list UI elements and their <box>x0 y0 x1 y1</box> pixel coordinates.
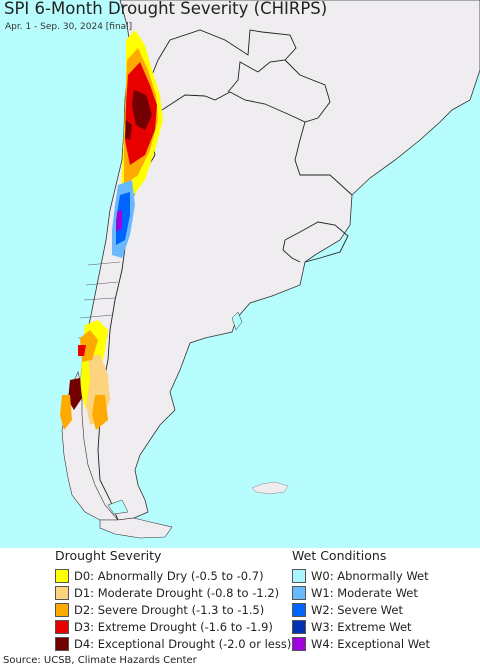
legend-label-w3: W3: Extreme Wet <box>311 620 412 635</box>
legend-item-d3: D3: Extreme Drought (-1.6 to -1.9) <box>55 619 291 636</box>
legend-item-d4: D4: Exceptional Drought (-2.0 or less) <box>55 636 291 653</box>
drought-legend-items: D0: Abnormally Dry (-0.5 to -0.7) D1: Mod… <box>55 567 291 653</box>
legend-swatch-w3 <box>292 620 306 635</box>
legend-item-w1: W1: Moderate Wet <box>292 584 430 601</box>
map-subtitle: Apr. 1 - Sep. 30, 2024 [final] <box>5 22 133 32</box>
legend-swatch-d3 <box>55 620 69 635</box>
legend-label-d1: D1: Moderate Drought (-0.8 to -1.2) <box>74 585 280 600</box>
legend-label-d4: D4: Exceptional Drought (-2.0 or less) <box>74 637 292 652</box>
wet-legend: Wet Conditions W0: Abnormally Wet W1: Mod… <box>292 548 430 653</box>
legend-item-w4: W4: Exceptional Wet <box>292 636 430 653</box>
source-credit: Source: UCSB, Climate Hazards Center <box>3 655 197 666</box>
legend-label-d0: D0: Abnormally Dry (-0.5 to -0.7) <box>74 568 264 583</box>
wet-legend-heading: Wet Conditions <box>292 548 387 563</box>
legend-label-w0: W0: Abnormally Wet <box>311 568 429 583</box>
legend-swatch-d1 <box>55 585 69 600</box>
drought-shading <box>60 30 163 430</box>
drought-map: SPI 6-Month Drought Severity (CHIRPS) Ap… <box>0 0 480 548</box>
legend-item-w2: W2: Severe Wet <box>292 601 430 618</box>
legend-label-w4: W4: Exceptional Wet <box>311 637 430 652</box>
legend-swatch-w0 <box>292 568 306 583</box>
legend-item-d0: D0: Abnormally Dry (-0.5 to -0.7) <box>55 567 291 584</box>
legend-swatch-d2 <box>55 602 69 617</box>
drought-legend-heading: Drought Severity <box>55 548 162 563</box>
legend-label-d2: D2: Severe Drought (-1.3 to -1.5) <box>74 602 265 617</box>
legend-swatch-w1 <box>292 585 306 600</box>
legend-swatch-d0 <box>55 568 69 583</box>
legend-swatch-d4 <box>55 637 69 652</box>
falkland-islands <box>251 481 289 495</box>
drought-legend: Drought Severity D0: Abnormally Dry (-0.… <box>55 548 291 653</box>
tierra-del-fuego <box>99 517 173 539</box>
map-canvas <box>60 0 480 539</box>
legend-label-w1: W1: Moderate Wet <box>311 585 418 600</box>
legend-item-w3: W3: Extreme Wet <box>292 619 430 636</box>
legend-swatch-w2 <box>292 602 306 617</box>
legend-swatch-w4 <box>292 637 306 652</box>
legend-item-d1: D1: Moderate Drought (-0.8 to -1.2) <box>55 584 291 601</box>
legend-item-w0: W0: Abnormally Wet <box>292 567 430 584</box>
lakes <box>107 311 243 515</box>
map-title: SPI 6-Month Drought Severity (CHIRPS) <box>4 0 328 18</box>
wet-legend-items: W0: Abnormally Wet W1: Moderate Wet W2: Se… <box>292 567 430 653</box>
legend-label-w2: W2: Severe Wet <box>311 602 403 617</box>
legend-item-d2: D2: Severe Drought (-1.3 to -1.5) <box>55 601 291 618</box>
legend-label-d3: D3: Extreme Drought (-1.6 to -1.9) <box>74 620 273 635</box>
